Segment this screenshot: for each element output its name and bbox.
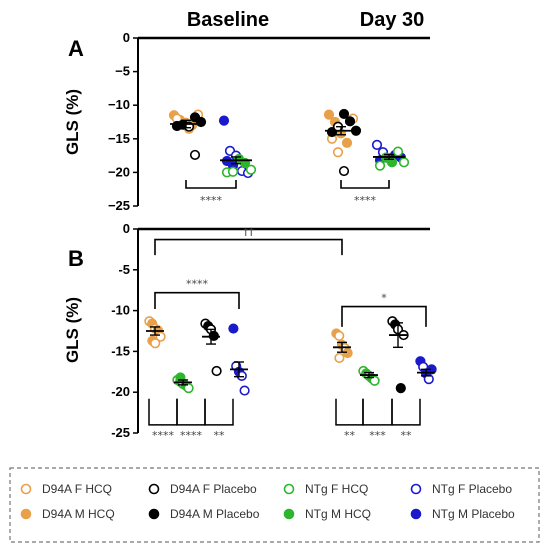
data-point	[245, 164, 257, 175]
y-tick-label: -10	[111, 303, 130, 318]
significance-label: ****	[354, 194, 377, 207]
data-point	[239, 385, 250, 396]
significance-label: ***	[369, 429, 386, 442]
data-point	[341, 137, 353, 148]
data-point	[374, 160, 386, 171]
legend-box	[9, 467, 540, 543]
significance-bracket	[341, 305, 427, 327]
significance-label: ****	[186, 278, 209, 291]
data-point	[344, 116, 356, 127]
significance-label: ****	[152, 429, 175, 442]
significance-bracket	[154, 238, 343, 256]
data-point	[218, 115, 230, 126]
data-point	[183, 383, 194, 394]
legend-label: NTg M Placebo	[432, 507, 515, 521]
data-point	[189, 149, 201, 161]
legend-marker	[283, 483, 295, 495]
significance-bracket	[148, 398, 178, 426]
legend: D94A F HCQ D94A F Placebo NTg F HCQ NTg F P…	[20, 482, 515, 521]
data-point	[371, 139, 383, 150]
data-point	[227, 166, 239, 177]
legend-marker	[410, 483, 422, 495]
legend-marker	[148, 508, 160, 520]
data-point	[338, 165, 350, 177]
col-title-day30: Day 30	[360, 9, 425, 31]
panel-a: 0 −5 −10 −15 −20 −25 **** ****	[108, 30, 430, 213]
y-tick-label: −20	[108, 164, 130, 179]
significance-label: **	[401, 429, 413, 442]
legend-label: D94A F HCQ	[42, 482, 112, 496]
significance-label: ****	[180, 429, 203, 442]
y-tick-label: −10	[108, 97, 130, 112]
significance-label: **	[214, 429, 226, 442]
legend-marker	[20, 508, 32, 520]
data-point	[228, 323, 239, 334]
data-point	[395, 383, 406, 394]
legend-label: D94A F Placebo	[170, 482, 257, 496]
panel-b-ylabel: GLS (%)	[63, 297, 82, 363]
y-tick-label: −15	[108, 131, 130, 146]
legend-label: NTg F HCQ	[305, 482, 368, 496]
y-tick-label: -20	[111, 384, 130, 399]
significance-bracket	[391, 398, 421, 426]
legend-marker	[148, 483, 160, 495]
data-point	[398, 157, 410, 168]
y-tick-label: -15	[111, 343, 130, 358]
data-point	[369, 375, 380, 386]
data-point	[386, 157, 398, 168]
panel-b: 0-5-10-15-20-25††********* **** ** ** *** **	[111, 221, 437, 442]
y-tick-label: −25	[108, 198, 130, 213]
panel-letter-a: A	[68, 36, 84, 61]
col-title-baseline: Baseline	[187, 9, 269, 31]
legend-label: NTg F Placebo	[432, 482, 512, 496]
significance-label: **	[344, 429, 356, 442]
significance-bracket	[362, 398, 393, 426]
y-tick-label: −5	[115, 64, 130, 79]
data-point	[338, 108, 350, 120]
legend-label: D94A M HCQ	[42, 507, 115, 521]
legend-marker	[410, 508, 422, 520]
data-point	[342, 347, 353, 359]
significance-bracket	[335, 398, 364, 426]
data-point	[332, 147, 344, 158]
panel-a-ylabel: GLS (%)	[63, 89, 82, 155]
legend-marker	[283, 508, 295, 520]
y-tick-label: -5	[118, 262, 130, 277]
data-point	[323, 109, 335, 120]
significance-bracket	[154, 291, 240, 309]
significance-label: *	[381, 292, 387, 305]
legend-label: NTg M HCQ	[305, 507, 371, 521]
significance-label: ****	[200, 194, 223, 207]
data-point	[392, 146, 404, 157]
data-point	[211, 365, 222, 377]
y-tick-label: 0	[123, 30, 130, 45]
data-point	[195, 116, 207, 128]
y-tick-label: 0	[123, 221, 130, 236]
significance-bracket	[204, 398, 234, 426]
data-point	[423, 374, 434, 385]
data-point	[150, 338, 161, 349]
significance-label: ††	[243, 226, 255, 239]
data-point	[334, 330, 345, 341]
data-point	[334, 352, 345, 364]
panel-letter-b: B	[68, 246, 84, 271]
legend-label: D94A M Placebo	[170, 507, 260, 521]
significance-bracket	[176, 398, 206, 426]
y-tick-label: -25	[111, 425, 130, 440]
legend-marker	[20, 483, 32, 495]
significance-bracket	[185, 180, 237, 189]
significance-bracket	[340, 180, 390, 189]
